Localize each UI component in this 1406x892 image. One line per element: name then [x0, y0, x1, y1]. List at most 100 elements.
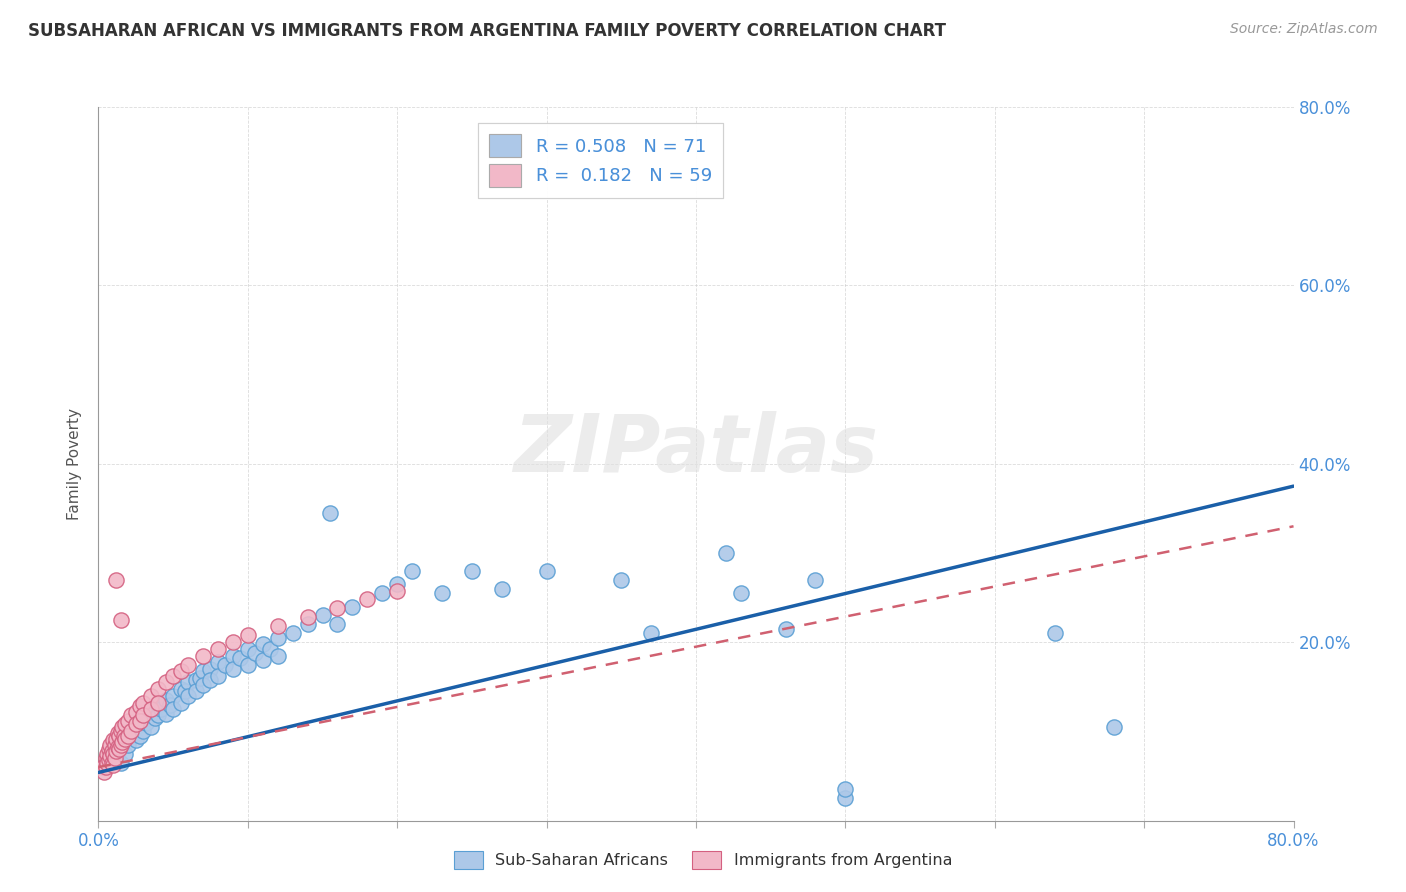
Text: Source: ZipAtlas.com: Source: ZipAtlas.com: [1230, 22, 1378, 37]
Point: [155, 675, 177, 690]
Point: [207, 669, 229, 683]
Point: [207, 642, 229, 657]
Point: [162, 669, 184, 683]
Point: [174, 684, 197, 698]
Point: [188, 671, 211, 685]
Point: [640, 626, 662, 640]
Point: [461, 564, 484, 578]
Point: [103, 758, 125, 772]
Point: [110, 724, 132, 739]
Point: [491, 582, 513, 596]
Point: [117, 729, 139, 743]
Point: [104, 751, 127, 765]
Point: [184, 673, 207, 687]
Point: [222, 635, 245, 649]
Point: [120, 724, 142, 739]
Point: [97, 742, 120, 756]
Point: [150, 702, 173, 716]
Point: [94, 760, 117, 774]
Point: [112, 729, 135, 743]
Point: [259, 642, 281, 657]
Point: [125, 705, 148, 719]
Point: [107, 726, 129, 740]
Point: [155, 693, 177, 707]
Point: [132, 708, 155, 723]
Point: [184, 684, 207, 698]
Point: [536, 564, 558, 578]
Point: [101, 756, 124, 770]
Point: [139, 706, 162, 721]
Point: [245, 646, 267, 660]
Point: [356, 592, 378, 607]
Point: [129, 714, 152, 728]
Point: [132, 711, 155, 725]
Point: [100, 738, 122, 752]
Point: [834, 782, 856, 797]
Point: [297, 617, 319, 632]
Point: [714, 546, 737, 560]
Point: [267, 631, 290, 645]
Point: [105, 744, 128, 758]
Point: [281, 626, 304, 640]
Point: [117, 738, 139, 752]
Point: [139, 689, 162, 703]
Point: [191, 648, 214, 663]
Point: [148, 708, 170, 723]
Point: [148, 681, 170, 696]
Point: [775, 622, 797, 636]
Point: [132, 696, 155, 710]
Point: [105, 731, 128, 746]
Point: [139, 702, 162, 716]
Point: [107, 740, 129, 755]
Point: [610, 573, 633, 587]
Point: [132, 724, 155, 739]
Point: [162, 702, 184, 716]
Point: [342, 599, 364, 614]
Point: [252, 653, 274, 667]
Point: [110, 613, 132, 627]
Text: SUBSAHARAN AFRICAN VS IMMIGRANTS FROM ARGENTINA FAMILY POVERTY CORRELATION CHART: SUBSAHARAN AFRICAN VS IMMIGRANTS FROM AR…: [28, 22, 946, 40]
Point: [97, 753, 120, 767]
Point: [94, 751, 117, 765]
Point: [236, 628, 259, 642]
Point: [143, 711, 166, 725]
Point: [108, 742, 131, 756]
Point: [120, 708, 142, 723]
Point: [110, 756, 132, 770]
Point: [93, 764, 115, 779]
Point: [104, 738, 127, 752]
Point: [120, 724, 142, 739]
Point: [236, 642, 259, 657]
Point: [148, 698, 170, 712]
Point: [100, 749, 122, 764]
Point: [105, 573, 128, 587]
Y-axis label: Family Poverty: Family Poverty: [67, 408, 83, 520]
Point: [155, 706, 177, 721]
Point: [222, 648, 245, 663]
Point: [125, 717, 148, 731]
Point: [207, 655, 229, 669]
Point: [267, 648, 290, 663]
Point: [129, 729, 152, 743]
Point: [1104, 720, 1126, 734]
Point: [96, 756, 118, 770]
Point: [804, 573, 827, 587]
Point: [430, 586, 453, 600]
Point: [834, 791, 856, 805]
Point: [114, 717, 136, 731]
Point: [110, 738, 132, 752]
Point: [117, 714, 139, 728]
Legend: Sub-Saharan Africans, Immigrants from Argentina: Sub-Saharan Africans, Immigrants from Ar…: [447, 845, 959, 875]
Point: [252, 637, 274, 651]
Point: [401, 564, 423, 578]
Point: [177, 657, 200, 672]
Point: [267, 619, 290, 633]
Point: [222, 662, 245, 676]
Point: [108, 729, 131, 743]
Point: [111, 735, 134, 749]
Point: [103, 747, 125, 761]
Point: [311, 608, 333, 623]
Point: [200, 673, 222, 687]
Point: [177, 675, 200, 690]
Point: [1043, 626, 1066, 640]
